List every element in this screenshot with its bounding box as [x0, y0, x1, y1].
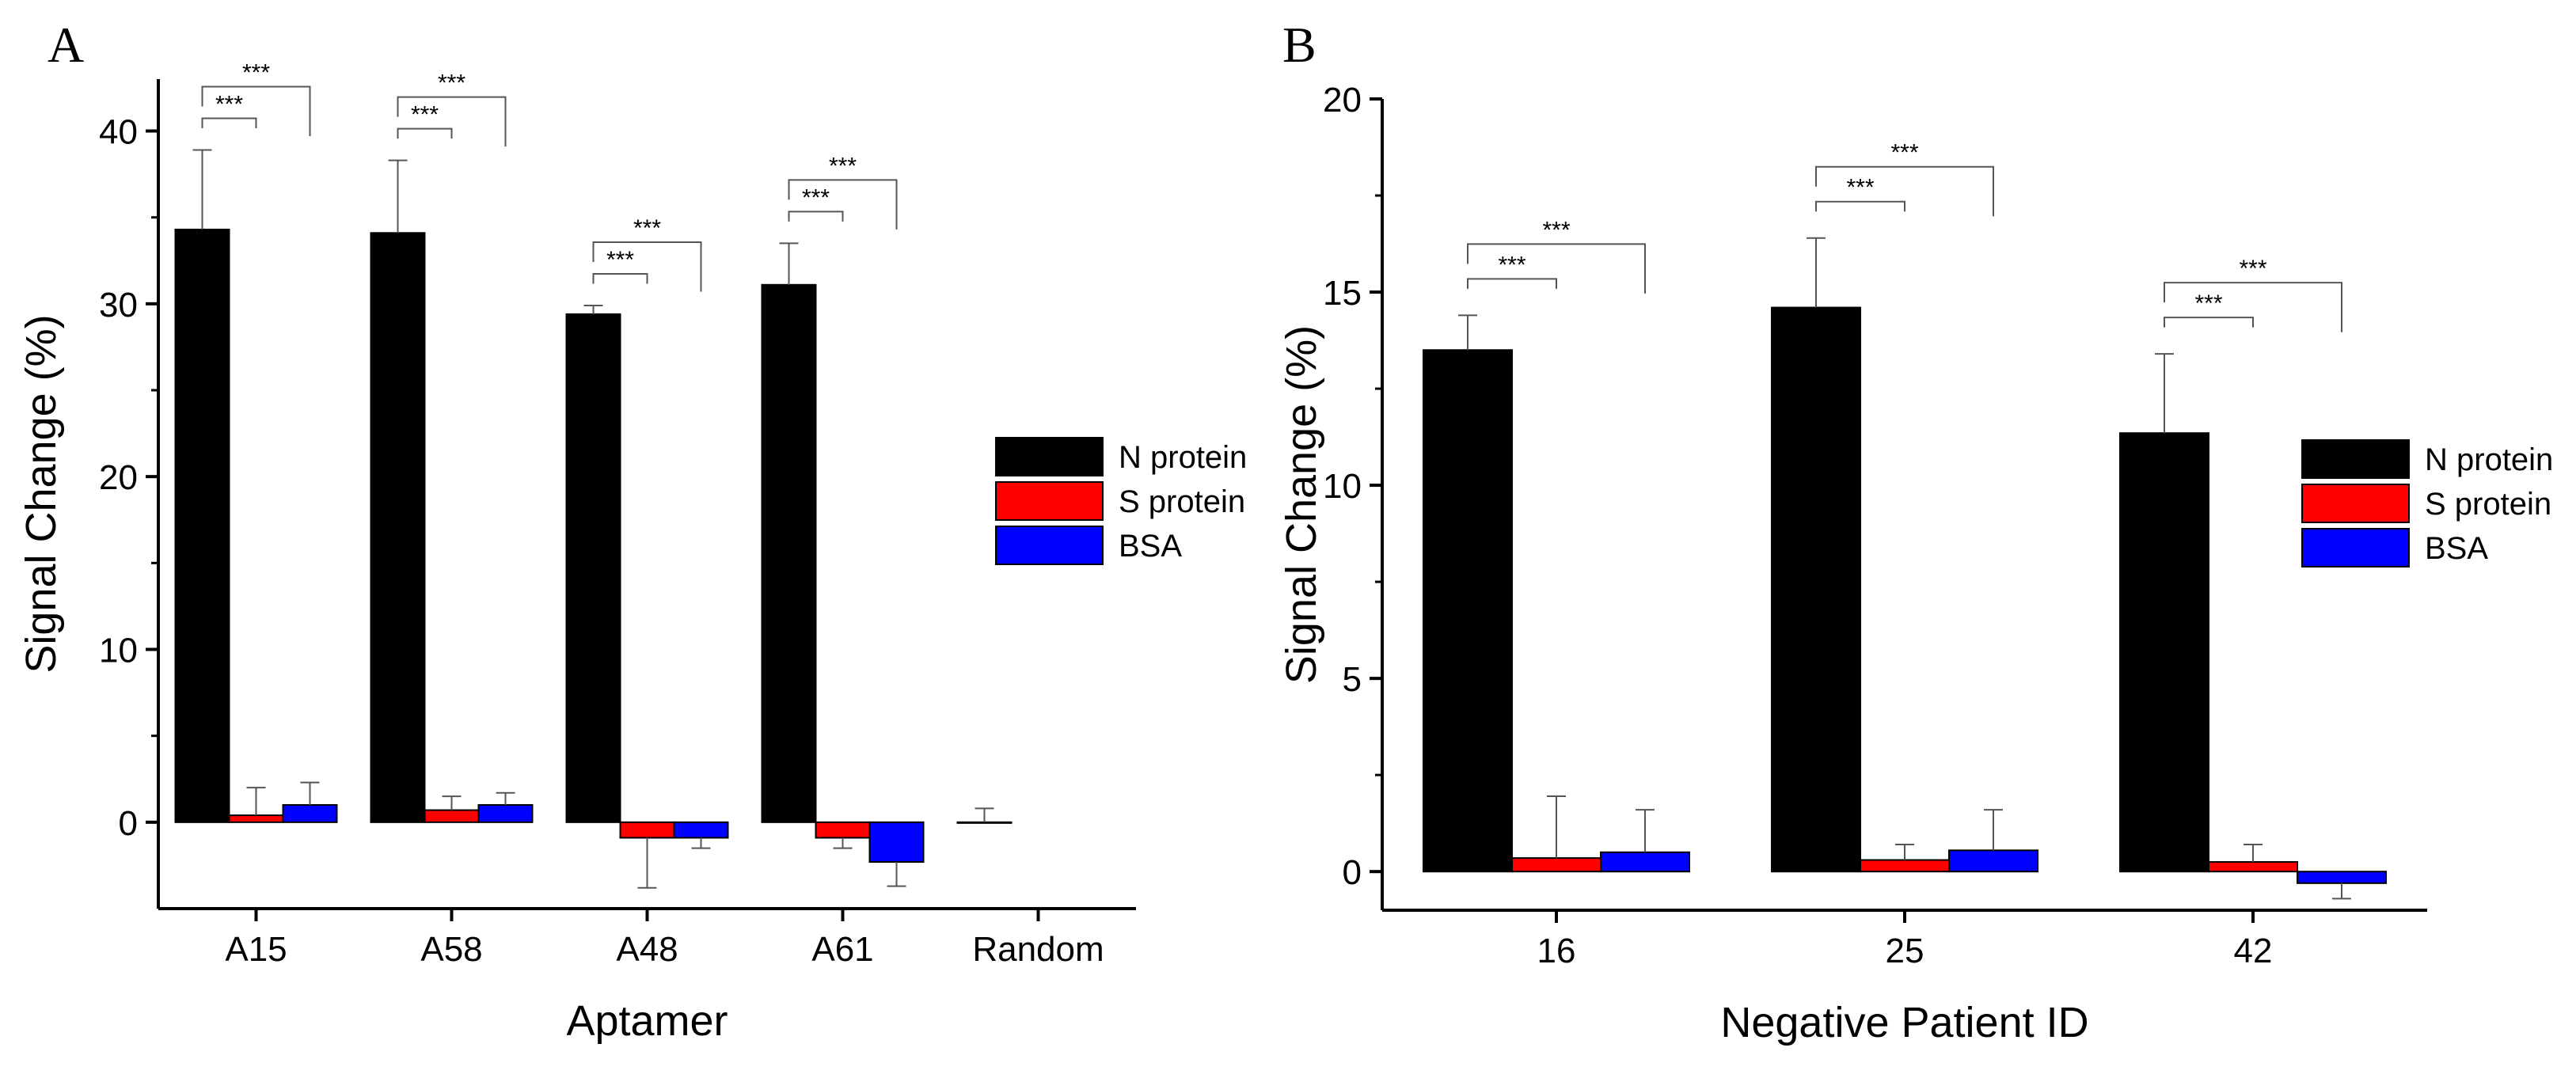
- panel-label: A: [47, 17, 84, 73]
- significance-bracket-outer: [2164, 282, 2342, 332]
- legend-label: S protein: [2425, 487, 2551, 522]
- significance-bracket-inner: [788, 211, 844, 222]
- y-tick-label: 5: [1343, 660, 1362, 699]
- significance-label: ***: [606, 247, 634, 273]
- significance-bracket-inner: [1815, 200, 1905, 212]
- bar-n-protein-A15: [174, 228, 230, 823]
- bar-s-protein-A48: [619, 821, 675, 839]
- y-tick-label: 0: [119, 804, 138, 843]
- y-axis-title: Signal Change (%): [17, 314, 65, 673]
- panel-label: B: [1282, 17, 1316, 73]
- bar-bsa-A58: [477, 804, 534, 823]
- x-tick-label: 42: [2234, 932, 2273, 970]
- significance-label: ***: [2239, 256, 2266, 282]
- bar-n-protein-A48: [565, 313, 621, 823]
- significance-bracket-inner: [201, 117, 257, 129]
- y-tick-label: 30: [99, 286, 138, 325]
- bar-n-protein-A61: [761, 283, 817, 823]
- legend-swatch-n-protein: [2301, 439, 2410, 479]
- bar-n-protein-Random: [956, 821, 1013, 824]
- y-tick-label: 15: [1323, 274, 1362, 313]
- bar-bsa-A61: [868, 821, 925, 864]
- y-tick-label: 0: [1343, 853, 1362, 892]
- significance-bracket-outer: [592, 241, 702, 292]
- x-tick-label: 25: [1886, 932, 1924, 970]
- significance-bracket-inner: [397, 127, 453, 139]
- significance-label: ***: [242, 60, 270, 86]
- bar-chart-b: B *** *** *** *** *** *** 0 5 10 15 20 16 25 42 Negativ…: [1278, 17, 2553, 1046]
- significance-label: ***: [1498, 252, 1525, 278]
- significance-bracket-inner: [1467, 278, 1557, 289]
- significance-label: ***: [411, 102, 439, 128]
- legend-label: BSA: [1119, 529, 1182, 564]
- legend-label: S protein: [1119, 484, 1245, 519]
- x-axis-title: Negative Patient ID: [1720, 999, 2088, 1046]
- bar-bsa-16: [1600, 851, 1690, 873]
- bar-n-protein-16: [1423, 349, 1513, 873]
- significance-bracket-outer: [1467, 243, 1646, 294]
- bar-bsa-A15: [282, 804, 338, 823]
- x-axis-title: Aptamer: [566, 997, 728, 1045]
- legend-swatch-s-protein: [995, 481, 1104, 521]
- bar-s-protein-A15: [228, 814, 284, 823]
- significance-label: ***: [1846, 175, 1874, 201]
- legend-swatch-bsa: [2301, 528, 2410, 567]
- significance-label: ***: [2194, 290, 2222, 317]
- significance-label: ***: [438, 70, 465, 97]
- bar-bsa-42: [2297, 871, 2387, 884]
- y-tick-label: 20: [1323, 81, 1362, 120]
- x-tick-label: 16: [1537, 932, 1576, 970]
- chart-panel-a: A *** *** *** *** *** *** *** *** 0 10 20 30 40 A15 A58…: [0, 0, 1267, 1078]
- x-tick-label: A15: [225, 930, 287, 969]
- significance-bracket-outer: [397, 96, 507, 147]
- bar-s-protein-42: [2208, 860, 2298, 873]
- x-tick-label: Random: [972, 930, 1104, 969]
- legend-label: BSA: [2425, 531, 2488, 566]
- y-tick-label: 20: [99, 458, 138, 497]
- significance-label: ***: [215, 92, 243, 118]
- chart-panel-b: B *** *** *** *** *** *** 0 5 10 15 20 16 25 42 Negativ…: [1267, 0, 2576, 1078]
- bar-chart-a: A *** *** *** *** *** *** *** *** 0 10 20 30 40 A15 A58…: [17, 17, 1247, 1045]
- significance-label: ***: [829, 153, 857, 179]
- y-tick-label: 10: [1323, 467, 1362, 506]
- bar-bsa-A48: [673, 821, 729, 839]
- bar-s-protein-16: [1511, 857, 1601, 873]
- bar-n-protein-A58: [370, 232, 426, 823]
- y-tick-label: 40: [99, 113, 138, 152]
- significance-label: ***: [1890, 140, 1918, 166]
- significance-bracket-inner: [592, 273, 648, 284]
- y-tick-label: 10: [99, 632, 138, 670]
- bar-s-protein-A58: [424, 809, 480, 823]
- x-tick-label: A58: [420, 930, 482, 969]
- significance-bracket-inner: [2164, 317, 2254, 328]
- significance-bracket-outer: [201, 85, 311, 137]
- x-tick-label: A61: [811, 930, 873, 969]
- bar-n-protein-42: [2119, 432, 2209, 873]
- x-tick-label: A48: [616, 930, 678, 969]
- significance-label: ***: [802, 184, 830, 211]
- bar-s-protein-25: [1860, 859, 1950, 873]
- significance-bracket-outer: [1815, 165, 1994, 217]
- legend-label: N protein: [2425, 442, 2553, 477]
- significance-label: ***: [633, 215, 661, 241]
- significance-bracket-outer: [788, 179, 898, 230]
- bar-s-protein-A61: [815, 821, 871, 839]
- legend-label: N protein: [1119, 440, 1247, 475]
- legend-swatch-bsa: [995, 526, 1104, 565]
- significance-label: ***: [1542, 217, 1570, 243]
- bar-n-protein-25: [1771, 306, 1861, 873]
- legend-swatch-n-protein: [995, 437, 1104, 476]
- bar-bsa-25: [1948, 849, 2038, 873]
- y-axis-title: Signal Change (%): [1278, 325, 1325, 684]
- legend-swatch-s-protein: [2301, 484, 2410, 523]
